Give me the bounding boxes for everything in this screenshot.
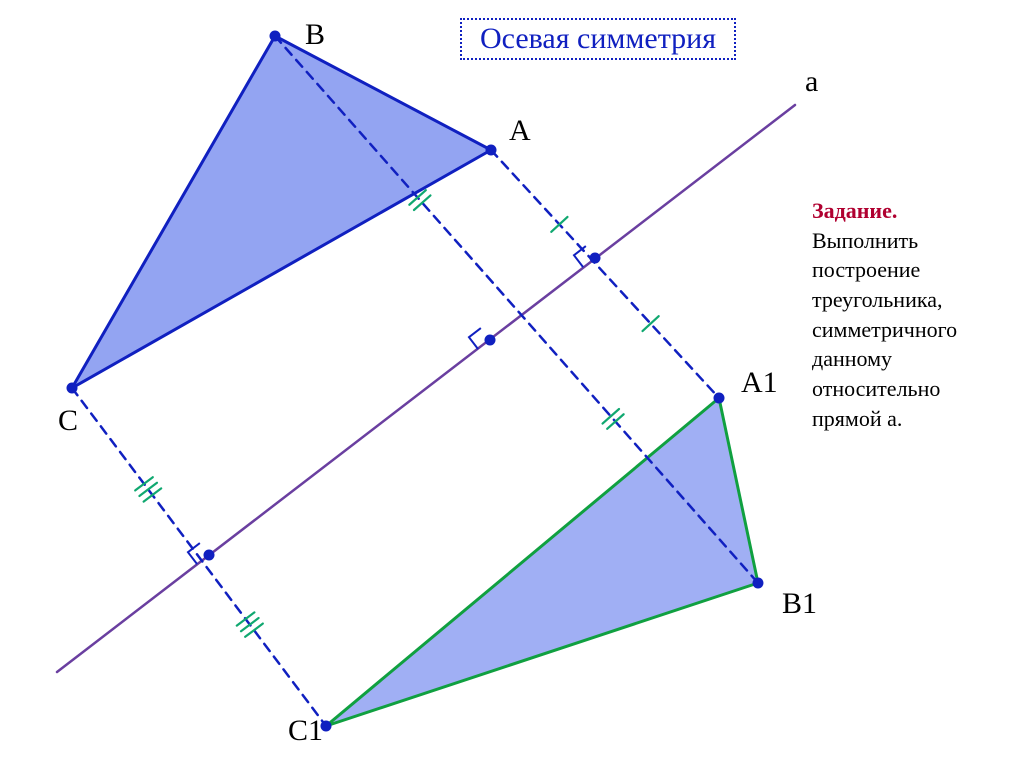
label-axis: a <box>805 65 818 99</box>
right-angle-Bm <box>469 328 481 349</box>
dash-C-C1 <box>72 388 326 726</box>
triangle-original <box>72 36 491 388</box>
task-line-2: треугольника, <box>812 287 942 312</box>
point-Cm <box>204 550 215 561</box>
triangle-reflected <box>326 398 758 726</box>
task-line-4: данному <box>812 346 892 371</box>
task-line-3: симметричного <box>812 317 957 342</box>
right-angle-Am <box>574 246 586 267</box>
label-A1: A1 <box>741 366 778 400</box>
label-C: С <box>58 404 78 438</box>
label-B1: B1 <box>782 587 817 621</box>
task-line-5: относительно <box>812 376 940 401</box>
task-text: Задание. Выполнить построение треугольни… <box>812 196 957 434</box>
task-line-0: Выполнить <box>812 228 918 253</box>
task-line-1: построение <box>812 257 920 282</box>
point-Bm <box>485 335 496 346</box>
point-B <box>270 31 281 42</box>
point-Am <box>590 253 601 264</box>
label-C1: C1 <box>288 714 323 748</box>
diagram-title: Осевая симметрия <box>460 18 736 60</box>
point-A1 <box>714 393 725 404</box>
point-B1 <box>753 578 764 589</box>
task-heading: Задание. <box>812 198 897 223</box>
label-A: A <box>509 114 531 148</box>
label-B: В <box>305 18 325 52</box>
point-C <box>67 383 78 394</box>
task-line-6: прямой а. <box>812 406 902 431</box>
tick-mark <box>551 217 567 232</box>
point-A <box>486 145 497 156</box>
dash-A-A1 <box>491 150 719 398</box>
